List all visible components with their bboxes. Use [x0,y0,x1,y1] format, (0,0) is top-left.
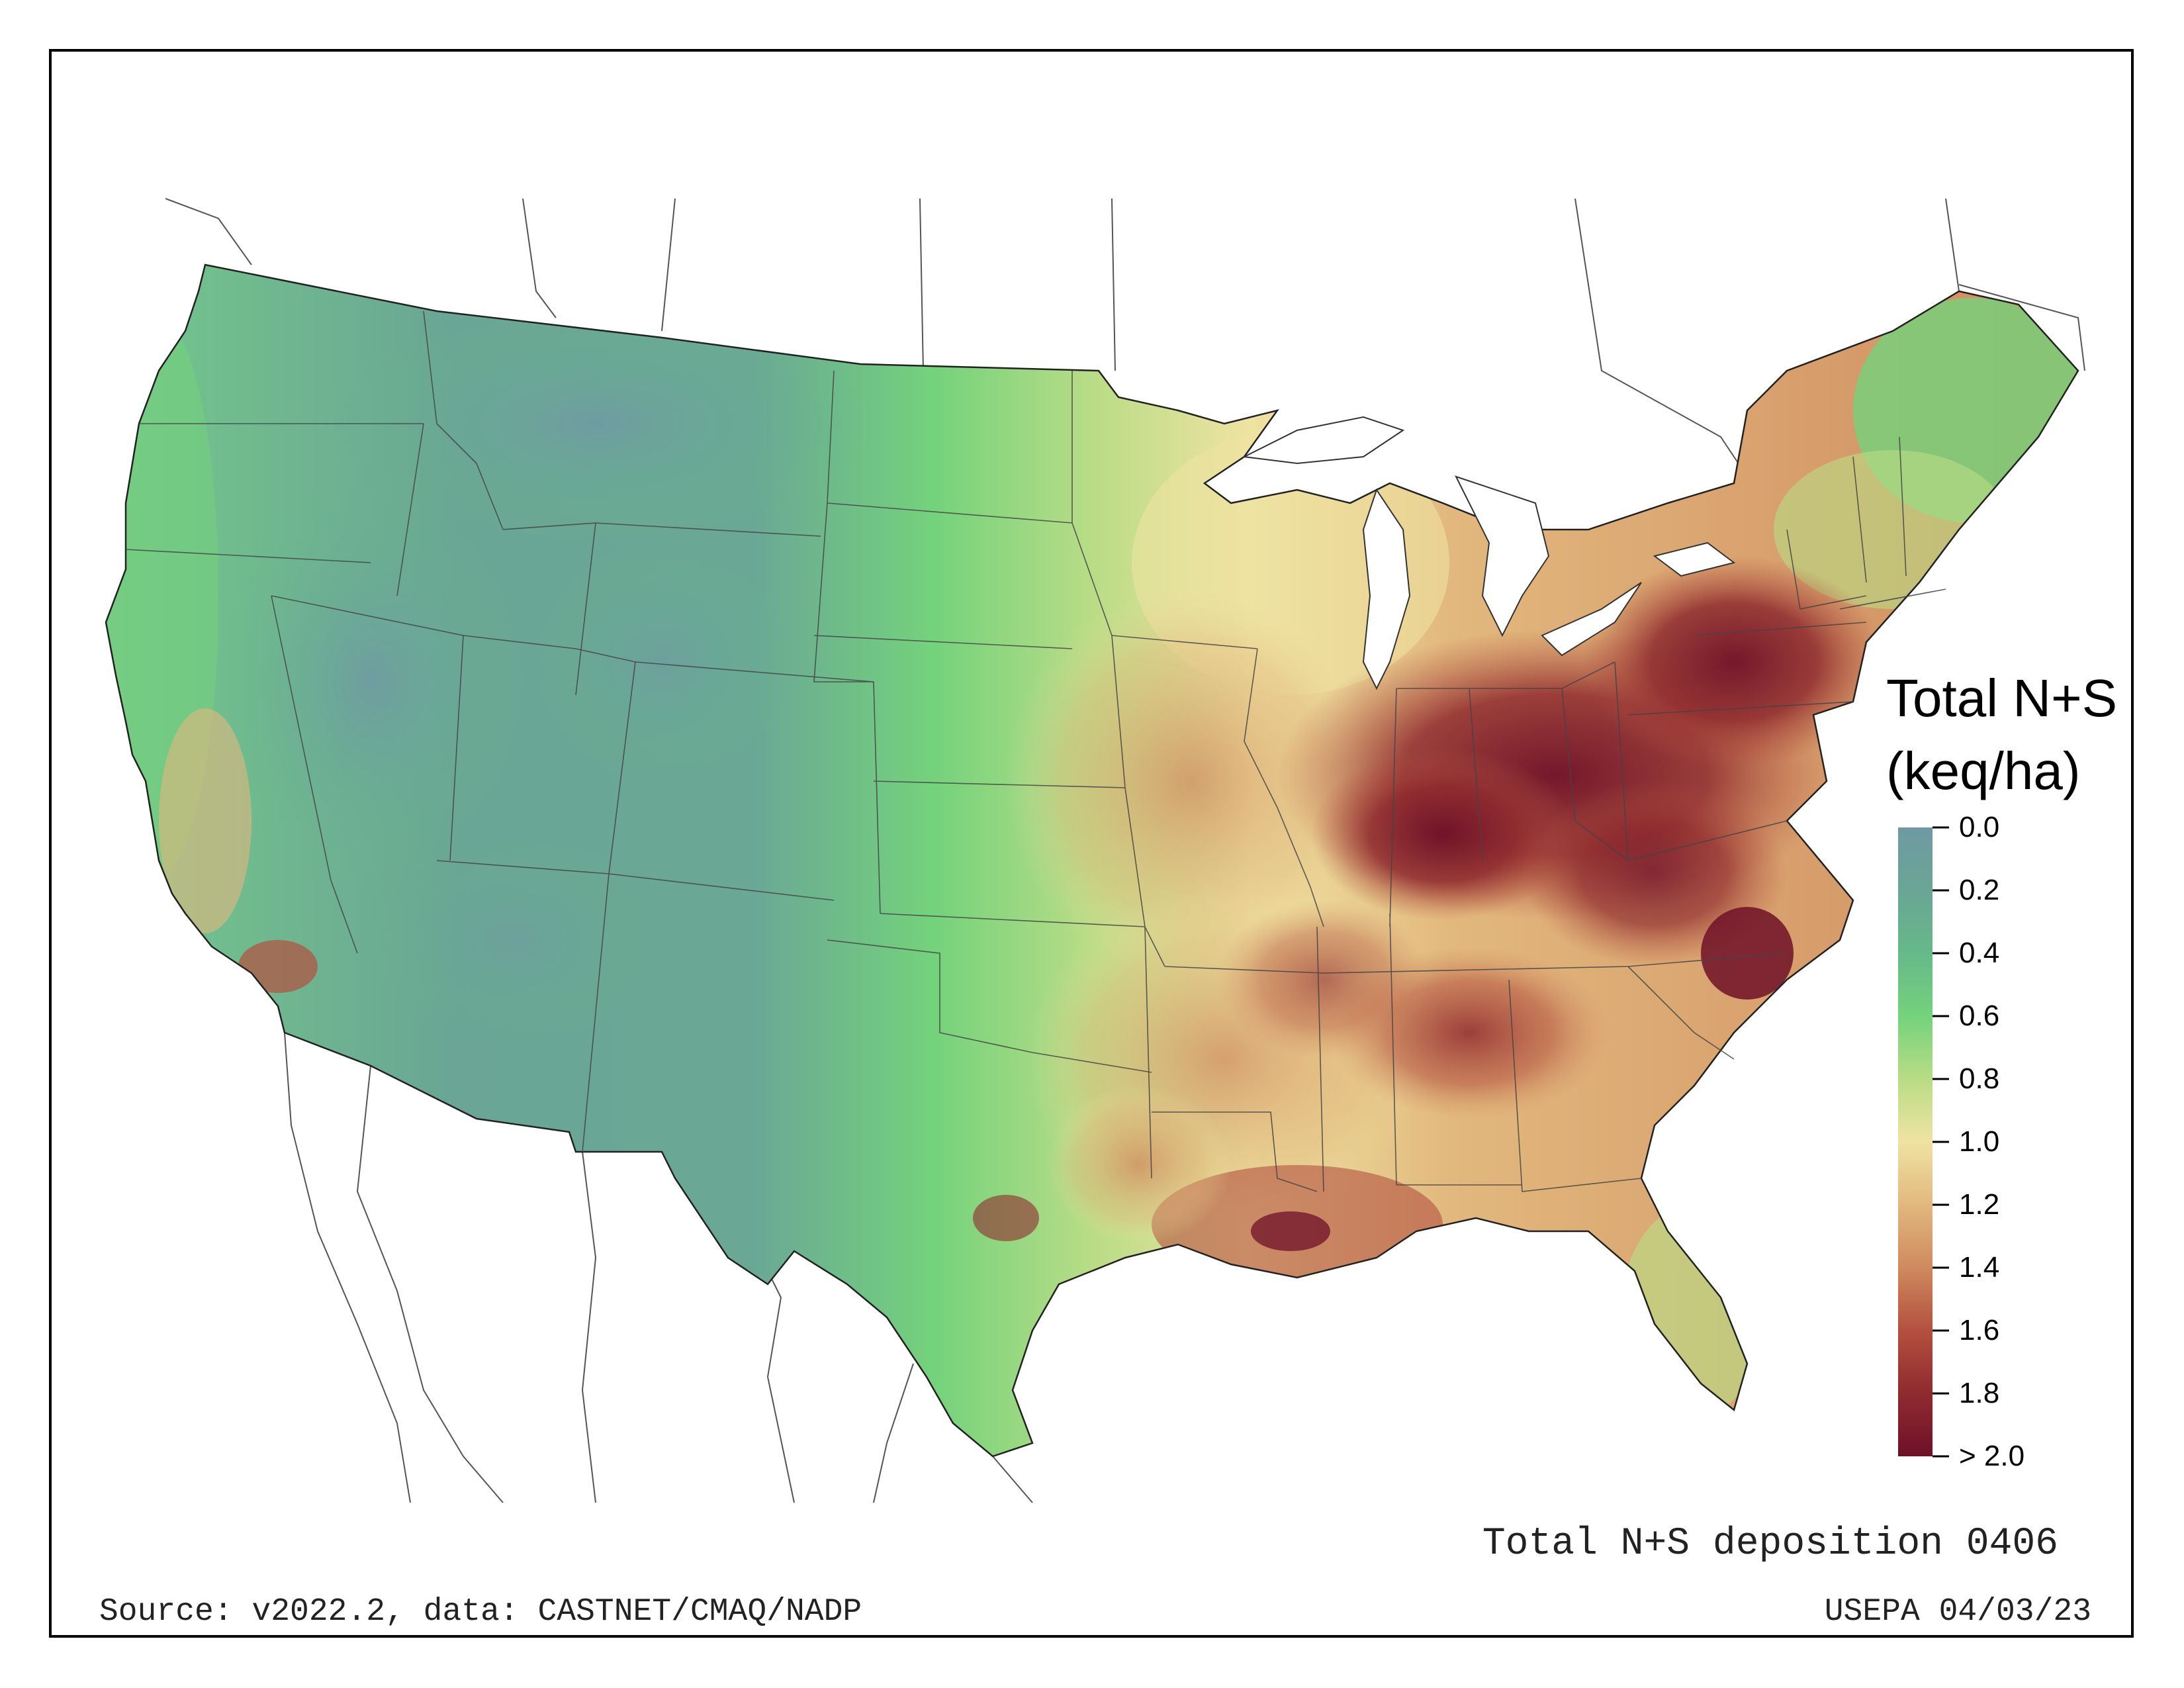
map-caption-source: Source: v2022.2, data: CASTNET/CMAQ/NADP [99,1594,862,1630]
legend-tick-label: 0.8 [1959,1062,2000,1095]
map-caption-agency: USEPA 04/03/23 [1824,1594,2091,1630]
legend-tick-label: 0.6 [1959,1000,2000,1032]
legend-tick-label: 1.8 [1959,1377,2000,1409]
state-borders [125,310,1946,1192]
neighbor-borders [165,198,2085,1503]
legend-colorbar [1898,826,1949,1458]
legend-title: Total N+S (keq/ha) [1886,662,2117,808]
legend-tick-label: 0.2 [1959,874,2000,906]
legend-tick-label: 1.4 [1959,1251,2000,1284]
great-lakes [1242,416,1736,690]
legend-tick-label: 0.4 [1959,937,2000,969]
legend-tick-label: 1.6 [1959,1314,2000,1346]
legend-tick-label: > 2.0 [1959,1440,2025,1472]
legend-title-line1: Total N+S [1886,669,2118,727]
legend-tick-label: 1.2 [1959,1188,2000,1221]
legend-tick-label: 1.0 [1959,1125,2000,1158]
legend-title-line2: (keq/ha) [1886,741,2081,800]
legend-tick-label: 0.0 [1959,811,2000,843]
map-caption-title: Total N+S deposition 0406 [1482,1523,2058,1566]
